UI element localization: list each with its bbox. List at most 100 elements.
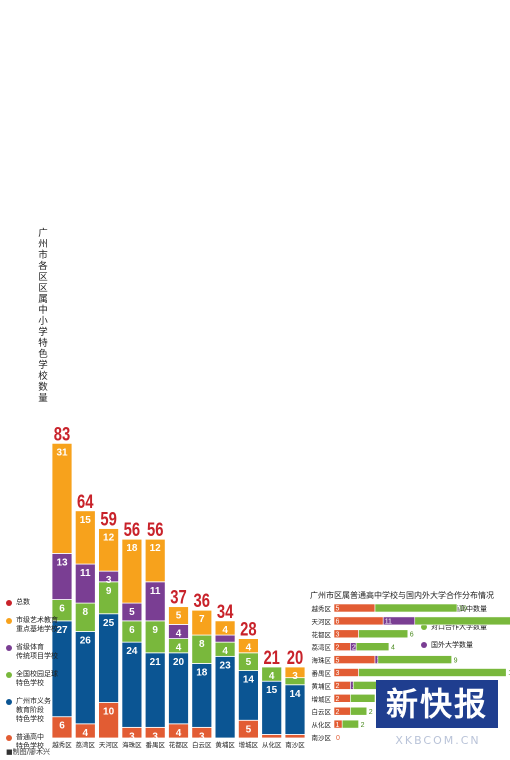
total-label: 56 [147, 519, 163, 540]
segment-label: 4 [222, 646, 228, 657]
legend-item-art: 市级艺术教育 重点基地学校 [6, 616, 84, 634]
segment-label: 3 [152, 731, 158, 742]
total-label: 56 [124, 519, 140, 540]
legend-label-football: 全国校园足球 特色学校 [16, 670, 58, 687]
segment-label: 3 [129, 731, 135, 742]
side-segment-label: 6 [336, 619, 340, 626]
side-segment-label: 9 [454, 657, 458, 664]
segment-label: 25 [103, 618, 115, 629]
total-label: 83 [54, 424, 70, 445]
side-category-label: 番禺区 [312, 670, 332, 678]
side-legend-label-foreign: 国外大学数量 [431, 641, 473, 649]
total-label: 37 [170, 587, 186, 608]
legend-label-total: 总数 [16, 598, 30, 606]
bar-segment-art [214, 620, 236, 636]
segment-label: 6 [129, 625, 135, 636]
main-chart-title: 广州市各区区属中小学特色学校数量 [38, 228, 48, 404]
segment-label: 24 [126, 646, 138, 657]
side-chart-title: 广州市区属普通高中学校与国内外大学合作分布情况 [310, 591, 494, 600]
legend-label-art: 市级艺术教育 重点基地学校 [16, 616, 58, 633]
bar-segment-art [144, 538, 166, 583]
segment-label: 10 [103, 707, 115, 718]
segment-label: 5 [246, 724, 252, 735]
side-segment-label: 2 [336, 683, 340, 690]
side-category-label: 花都区 [312, 630, 332, 639]
segment-label: 4 [269, 671, 275, 682]
bar-segment-art [74, 510, 96, 565]
credit-text: ■制图/廖木兴 [6, 748, 50, 756]
side-category-label: 越秀区 [312, 604, 332, 613]
side-category-label: 南沙区 [312, 733, 332, 742]
segment-label: 5 [246, 657, 252, 668]
main-legend: 总数 市级艺术教育 重点基地学校 省级体育 传统项目学校 全国校园足球 特色学校… [6, 598, 84, 760]
side-bar-segment-side_domestic_univ [358, 629, 409, 639]
segment-label: 12 [150, 543, 162, 554]
category-label: 番禺区 [145, 741, 165, 749]
side-bar-segment-side_domestic_hs [333, 603, 376, 613]
segment-label: 8 [199, 639, 205, 650]
segment-label: 4 [176, 728, 182, 739]
segment-label: 9 [106, 586, 112, 597]
category-label: 从化区 [262, 740, 282, 749]
side-segment-label: 2 [352, 644, 356, 651]
side-category-label: 天河区 [312, 618, 332, 626]
total-label: 36 [194, 590, 210, 611]
total-label: 21 [263, 647, 279, 668]
legend-dot-sports [6, 645, 12, 651]
segment-label: 5 [129, 607, 135, 618]
segment-label: 26 [80, 636, 92, 647]
side-legend-dot-foreign [421, 642, 427, 648]
segment-label: 11 [80, 568, 91, 579]
segment-label: 15 [266, 685, 278, 696]
legend-dot-football [6, 672, 12, 678]
total-label: 59 [100, 509, 116, 530]
side-bar-segment-side_domestic_univ [341, 719, 359, 729]
segment-label: 14 [289, 689, 301, 700]
side-legend-dot-univ [421, 624, 427, 630]
side-category-label: 白云区 [312, 707, 332, 716]
segment-label: 9 [152, 625, 158, 636]
legend-label-highschool: 普通高中 特色学校 [16, 733, 44, 750]
side-bar-segment-side_domestic_univ [377, 655, 452, 664]
legend-item-football: 全国校园足球 特色学校 [6, 670, 84, 688]
legend-item-sports: 省级体育 传统项目学校 [6, 643, 84, 661]
bar-segment-art [237, 638, 259, 654]
segment-label: 6 [59, 604, 65, 615]
side-bar-segment-side_domestic_univ [350, 693, 376, 703]
segment-label: 5 [176, 611, 182, 622]
segment-label: 31 [56, 447, 68, 458]
side-segment-label: 2 [336, 644, 340, 651]
category-label: 天河区 [99, 741, 119, 749]
side-segment-label: 3 [336, 670, 340, 677]
category-label: 增城区 [239, 740, 259, 749]
category-label: 荔湾区 [76, 740, 96, 749]
segment-label: 23 [220, 660, 232, 671]
side-segment-label: 5 [336, 606, 340, 613]
side-segment-label: 18 [508, 670, 510, 677]
side-category-label: 从化区 [312, 720, 332, 729]
legend-item-total: 总数 [6, 598, 84, 607]
side-segment-label: 2 [361, 722, 365, 729]
bar-segment-art [98, 528, 119, 572]
total-label: 28 [240, 619, 256, 640]
side-category-label: 荔湾区 [312, 643, 332, 652]
segment-label: 15 [80, 515, 92, 526]
side-category-label: 海珠区 [312, 656, 332, 665]
side-category-label: 增城区 [312, 694, 332, 703]
bar-segment-art [51, 442, 73, 554]
side-segment-label: 1 [336, 722, 340, 729]
legend-item-compulsory: 广州市义务 教育阶段 特色学校 [6, 697, 84, 724]
side-bar-segment-side_domestic_univ [350, 706, 368, 716]
segment-label: 21 [150, 657, 162, 668]
segment-label: 8 [83, 607, 89, 618]
legend-label-compulsory: 广州市义务 教育阶段 特色学校 [16, 697, 51, 723]
segment-label: 3 [199, 731, 205, 742]
side-bar-segment-side_domestic_univ [374, 603, 458, 613]
segment-label: 3 [292, 671, 298, 682]
segment-label: 20 [173, 657, 185, 668]
side-bar-segment-side_domestic_univ [414, 616, 510, 626]
side-bar-segment-side_domestic_hs [333, 655, 376, 664]
side-category-label: 黄埔区 [312, 681, 332, 690]
segment-label: 14 [243, 675, 255, 686]
